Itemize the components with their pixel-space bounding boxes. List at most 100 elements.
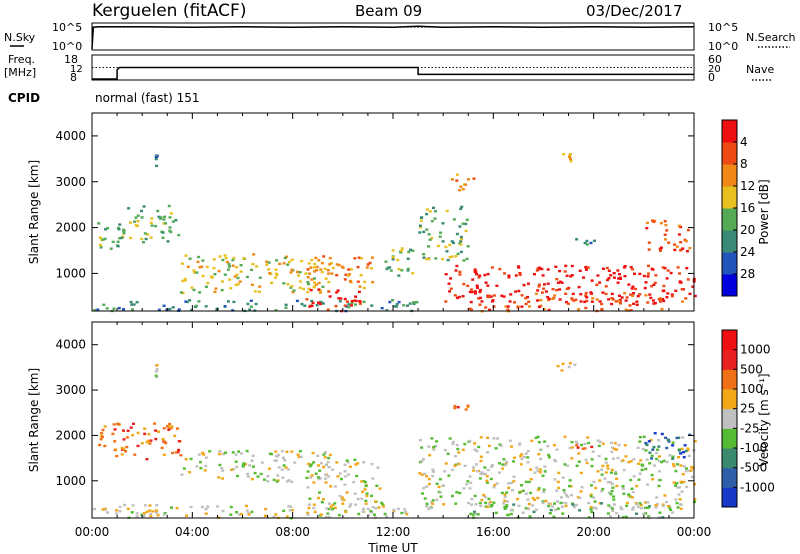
- heatmap-cell: [304, 272, 308, 275]
- heatmap-cell: [134, 224, 138, 227]
- heatmap-cell: [331, 503, 335, 507]
- heatmap-cell: [318, 469, 322, 472]
- noise-right-tick-bottom: 10^0: [708, 40, 738, 53]
- heatmap-cell: [103, 425, 107, 428]
- heatmap-cell: [658, 511, 662, 514]
- heatmap-cell: [306, 470, 310, 473]
- heatmap-cell: [458, 189, 462, 192]
- heatmap-cell: [661, 504, 665, 508]
- heatmap-cell: [581, 447, 585, 450]
- heatmap-cell: [452, 218, 456, 221]
- nave-label: Nave: [746, 63, 774, 76]
- heatmap-cell: [105, 307, 109, 310]
- heatmap-cell: [319, 300, 323, 304]
- heatmap-cell: [455, 443, 459, 447]
- heatmap-cell: [136, 214, 140, 217]
- heatmap-cell: [470, 503, 473, 506]
- heatmap-cell: [358, 302, 362, 305]
- heatmap-cell: [363, 488, 367, 491]
- heatmap-cell: [585, 243, 589, 246]
- heatmap-cell: [657, 298, 661, 301]
- heatmap-cell: [554, 265, 558, 268]
- heatmap-cell: [647, 264, 650, 268]
- heatmap-cell: [473, 268, 477, 271]
- heatmap-cell: [493, 483, 497, 487]
- heatmap-cell: [142, 512, 146, 515]
- y-tick-label: 1000: [55, 266, 86, 280]
- heatmap-cell: [503, 493, 507, 496]
- heatmap-cell: [665, 446, 669, 450]
- heatmap-cell: [142, 241, 145, 244]
- heatmap-cell: [285, 515, 289, 518]
- heatmap-cell: [362, 461, 366, 464]
- heatmap-cell: [513, 456, 517, 459]
- heatmap-cell: [326, 512, 330, 515]
- heatmap-cell: [298, 280, 302, 283]
- heatmap-cell: [543, 470, 547, 473]
- heatmap-cell: [527, 480, 531, 484]
- heatmap-cell: [388, 300, 392, 304]
- heatmap-cell: [526, 295, 529, 299]
- heatmap-cell: [327, 507, 331, 511]
- heatmap-cell: [428, 238, 432, 241]
- heatmap-cell: [392, 508, 396, 512]
- heatmap-cell: [422, 486, 426, 490]
- heatmap-cell: [607, 298, 611, 301]
- heatmap-cell: [646, 275, 650, 278]
- heatmap-cell: [667, 439, 671, 442]
- colorbar-tick-label: 16: [740, 201, 755, 215]
- heatmap-cell: [461, 295, 465, 298]
- heatmap-cell: [157, 308, 161, 312]
- heatmap-cell: [310, 278, 314, 281]
- heatmap-cell: [217, 452, 221, 456]
- heatmap-cell: [168, 425, 172, 428]
- heatmap-cell: [638, 293, 642, 296]
- heatmap-cell: [223, 254, 227, 257]
- heatmap-cell: [625, 501, 629, 505]
- heatmap-cell: [524, 507, 528, 510]
- x-tick-label: 08:00: [275, 525, 310, 539]
- heatmap-cell: [516, 497, 520, 501]
- heatmap-cell: [623, 292, 627, 295]
- noise-panel: N.Sky 10^5 10^0 10^5 10^0 N.Search: [4, 21, 796, 53]
- heatmap-cell: [677, 224, 681, 228]
- heatmap-cell: [203, 469, 207, 472]
- heatmap-cell: [693, 440, 697, 443]
- heatmap-cell: [312, 266, 316, 269]
- heatmap-cell: [418, 231, 422, 234]
- heatmap-cell: [281, 476, 285, 479]
- heatmap-cell: [201, 451, 204, 455]
- heatmap-cell: [648, 462, 652, 465]
- heatmap-cell: [144, 504, 147, 507]
- heatmap-cell: [334, 304, 338, 308]
- heatmap-cell: [251, 465, 255, 468]
- heatmap-cell: [497, 471, 501, 474]
- heatmap-cell: [380, 501, 384, 505]
- heatmap-cell: [229, 513, 233, 516]
- heatmap-cell: [601, 464, 605, 468]
- heatmap-cell: [433, 217, 437, 220]
- heatmap-cell: [503, 499, 507, 502]
- heatmap-cell: [161, 231, 165, 234]
- heatmap-cell: [522, 455, 526, 459]
- heatmap-cell: [638, 436, 642, 439]
- heatmap-cell: [469, 512, 473, 516]
- heatmap-cell: [474, 512, 478, 515]
- heatmap-cell: [612, 276, 616, 279]
- heatmap-cell: [638, 472, 642, 475]
- heatmap-cell: [412, 302, 416, 306]
- heatmap-cell: [681, 436, 685, 439]
- heatmap-cell: [546, 444, 550, 448]
- heatmap-cell: [590, 279, 594, 282]
- heatmap-cell: [366, 507, 370, 511]
- heatmap-cell: [590, 458, 594, 461]
- heatmap-cell: [135, 301, 139, 304]
- heatmap-cell: [308, 272, 312, 275]
- heatmap-cell: [346, 274, 350, 277]
- heatmap-cell: [475, 273, 479, 276]
- heatmap-cell: [593, 500, 597, 503]
- heatmap-cell: [681, 451, 685, 454]
- heatmap-cell: [122, 229, 126, 232]
- heatmap-cell: [320, 501, 324, 504]
- heatmap-cell: [388, 266, 392, 269]
